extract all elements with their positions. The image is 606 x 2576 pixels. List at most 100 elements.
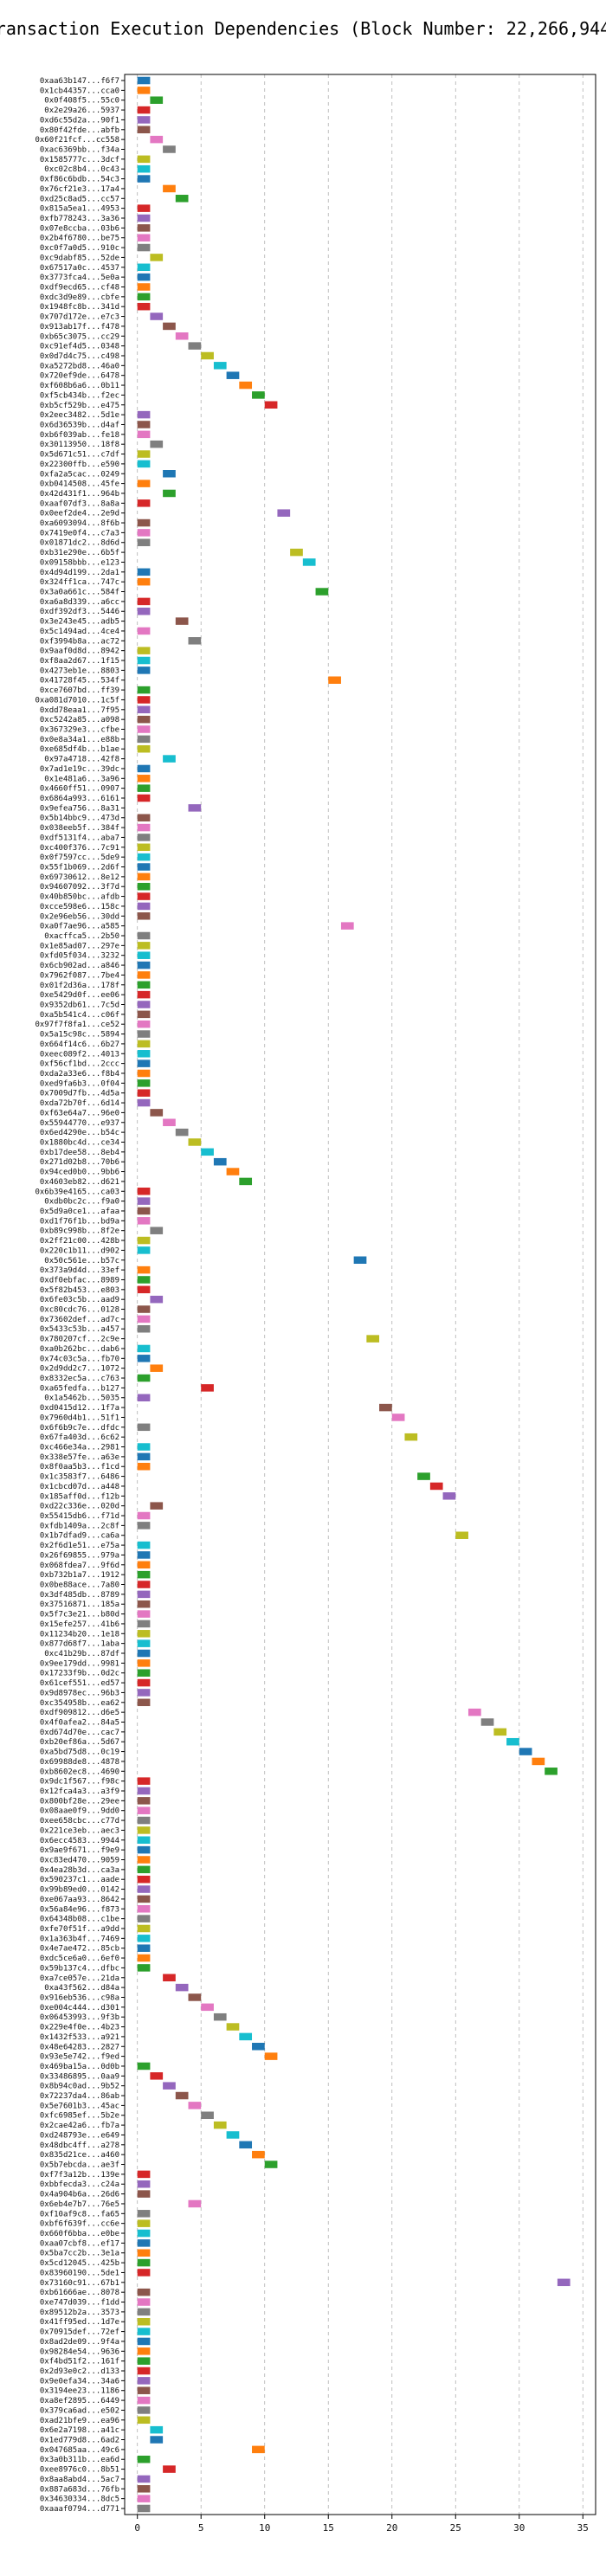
transaction-bar <box>137 990 151 999</box>
transaction-bar <box>137 667 151 674</box>
transaction-bar <box>137 1089 151 1097</box>
transaction-label: 0xf8aa2d67...1f15 <box>40 657 119 666</box>
transaction-bar <box>137 2180 151 2188</box>
transaction-label: 0x74c03c5a...fb70 <box>40 1355 119 1363</box>
transaction-bar <box>137 2386 151 2394</box>
transaction-label: 0x41728f45...534f <box>40 677 119 686</box>
transaction-bar <box>137 480 151 487</box>
transaction-bar <box>557 2278 571 2287</box>
transaction-label: 0x660f6bba...e0be <box>40 2230 119 2238</box>
transaction-label: 0xf5cb434b...f2ec <box>40 391 119 400</box>
transaction-bar <box>137 814 151 821</box>
transaction-bar <box>201 2111 214 2119</box>
transaction-bar <box>137 2485 151 2493</box>
transaction-bar <box>137 499 151 507</box>
transaction-bar <box>252 2150 265 2159</box>
transaction-label: 0x4660ff51...0907 <box>40 785 119 794</box>
transaction-bar <box>201 1148 214 1156</box>
transaction-bar <box>264 2161 278 2168</box>
transaction-label: 0x835d21ce...a460 <box>40 2151 119 2160</box>
transaction-label: 0x5f82b453...e803 <box>40 1286 119 1295</box>
transaction-bar <box>201 2003 214 2012</box>
transaction-label: 0x373a9d4d...33ef <box>40 1266 119 1275</box>
x-tick-label: 35 <box>577 2522 589 2534</box>
transaction-label: 0x877d68f7...1aba <box>40 1640 119 1649</box>
transaction-bar <box>137 1905 151 1913</box>
transaction-bar <box>137 1895 151 1903</box>
transaction-label: 0x5b7ebcda...ae3f <box>40 2161 119 2170</box>
transaction-label: 0x48e64283...2827 <box>40 2043 119 2051</box>
transaction-bar <box>137 823 151 832</box>
transaction-label: 0xc80cdc76...0128 <box>40 1306 119 1315</box>
transaction-bar <box>137 2298 151 2306</box>
transaction-label: 0xf56cf1bd...2ccc <box>40 1060 119 1069</box>
transaction-label: 0xe747d039...f1dd <box>40 2299 119 2308</box>
chart-title: Transaction Execution Dependencies (Bloc… <box>0 18 606 39</box>
transaction-bar <box>213 362 227 370</box>
transaction-bar <box>532 1757 545 1766</box>
transaction-label: 0xf63e64a7...96e0 <box>40 1109 119 1117</box>
transaction-bar <box>163 2465 176 2473</box>
transaction-bar <box>137 2455 151 2463</box>
transaction-bar <box>150 2436 164 2444</box>
transaction-label: 0xa0f7ae96...a585 <box>40 923 119 931</box>
transaction-bar <box>137 1374 151 1382</box>
transaction-bar <box>163 322 176 331</box>
transaction-label: 0xdf5131f4...aba7 <box>40 834 119 842</box>
transaction-bar <box>201 1384 214 1392</box>
transaction-bar <box>137 843 151 852</box>
transaction-bar <box>137 1236 151 1245</box>
transaction-bar <box>137 1050 151 1058</box>
transaction-label: 0xa7ce057e...21da <box>40 1974 119 1983</box>
transaction-label: 0xc41b29b...87df <box>44 1650 119 1658</box>
transaction-label: 0x06453993...9f3b <box>40 2013 119 2022</box>
transaction-bar <box>302 558 316 566</box>
transaction-bar <box>137 1649 151 1658</box>
transaction-label: 0xd6c55d2a...90f1 <box>40 116 119 125</box>
transaction-label: 0x7009d7fb...4d5a <box>40 1090 119 1098</box>
transaction-label: 0x76cf21e3...17a4 <box>40 185 119 194</box>
transaction-label: 0x8b94c0ad...9b52 <box>40 2083 119 2091</box>
transaction-bar <box>175 1128 189 1137</box>
transaction-label: 0x97a4718...42f8 <box>44 756 119 764</box>
transaction-bar <box>137 1935 151 1942</box>
transaction-label: 0xacffca5...2b50 <box>44 932 119 941</box>
transaction-label: 0x590237c1...aade <box>40 1876 119 1884</box>
transaction-label: 0x73160c91...67b1 <box>40 2279 119 2288</box>
transaction-bar <box>137 1551 151 1559</box>
transaction-bar <box>137 577 151 586</box>
transaction-label: 0x4e7ae472...85cb <box>40 1945 119 1954</box>
transaction-label: 0x67517a0c...4537 <box>40 264 119 273</box>
transaction-label: 0x55944770...e937 <box>40 1119 119 1128</box>
transaction-label: 0x1a5462b...5035 <box>44 1394 119 1403</box>
transaction-bar <box>150 1502 164 1510</box>
transaction-label: 0x6eb4e7b7...76e5 <box>40 2200 119 2209</box>
transaction-label: 0x6b39e4165...ca03 <box>35 1188 119 1196</box>
transaction-label: 0xc0f7a0d5...910c <box>40 244 119 253</box>
transaction-bar <box>137 971 151 979</box>
transaction-label: 0x64348b08...c1be <box>40 1916 119 1924</box>
transaction-bar <box>239 1177 253 1186</box>
transaction-bar <box>137 302 151 311</box>
transaction-bar <box>137 2210 151 2218</box>
transaction-label: 0xf7f3a12b...139e <box>40 2171 119 2180</box>
transaction-label: 0x99b89ed0...0142 <box>40 1886 119 1895</box>
transaction-label: 0x4a904b6a...26d6 <box>40 2191 119 2199</box>
transaction-label: 0xf3994b8a...ac72 <box>40 637 119 646</box>
transaction-label: 0xed9fa6b3...0f04 <box>40 1079 119 1088</box>
transaction-bar <box>163 1118 176 1127</box>
transaction-bar <box>137 794 151 802</box>
transaction-label: 0xce7607bd...ff39 <box>40 686 119 695</box>
transaction-label: 0x047685aa...49c6 <box>40 2446 119 2455</box>
transaction-label: 0xc466e34a...2981 <box>40 1444 119 1452</box>
transaction-bar <box>137 686 151 694</box>
transaction-bar <box>137 1581 151 1588</box>
transaction-bar <box>137 293 151 301</box>
transaction-bar <box>137 421 151 428</box>
transaction-label: 0x271d02b8...70b6 <box>40 1158 119 1167</box>
transaction-label: 0x913ab17f...f478 <box>40 323 119 332</box>
transaction-label: 0x469ba15a...0d0b <box>40 2063 119 2071</box>
transaction-label: 0x5a15c98c...5894 <box>40 1031 119 1040</box>
transaction-bar <box>150 312 164 320</box>
